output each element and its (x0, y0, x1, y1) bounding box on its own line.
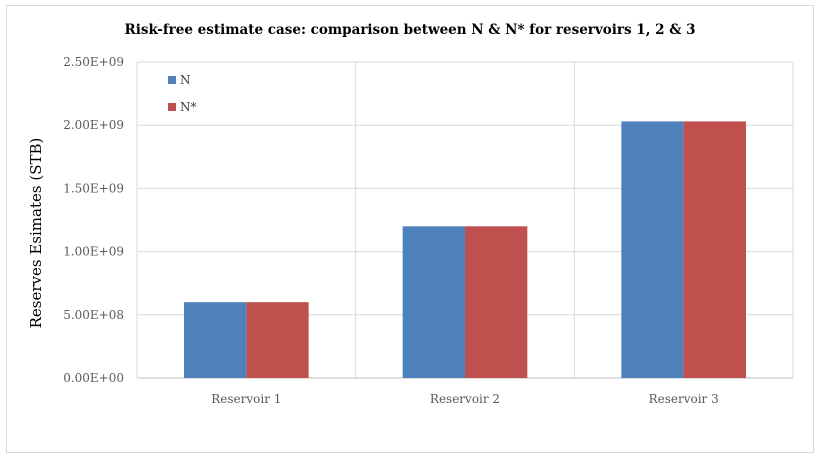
bar (683, 121, 746, 379)
legend-swatch (168, 76, 176, 84)
x-tick-label: Reservoir 1 (211, 392, 281, 406)
bar (184, 302, 247, 378)
y-tick-label: 1.00E+09 (63, 245, 124, 259)
y-tick-label: 2.50E+09 (63, 55, 124, 69)
y-tick-label: 5.00E+08 (63, 308, 124, 322)
chart-title: Risk-free estimate case: comparison betw… (124, 22, 696, 38)
y-tick-label: 0.00E+00 (63, 371, 124, 385)
legend-swatch (168, 103, 176, 111)
bar (621, 121, 684, 379)
legend-label: N* (180, 100, 197, 114)
bars (184, 121, 746, 379)
x-tick-label: Reservoir 2 (430, 392, 500, 406)
y-tick-label: 2.00E+09 (63, 118, 124, 132)
x-tick-labels: Reservoir 1 Reservoir 2 Reservoir 3 (211, 392, 719, 406)
legend-label: N (180, 73, 191, 87)
bar (402, 226, 465, 378)
bar (465, 226, 528, 378)
y-tick-labels: 0.00E+00 5.00E+08 1.00E+09 1.50E+09 2.00E+09… (63, 55, 124, 385)
legend: N N* (168, 73, 197, 114)
x-tick-label: Reservoir 3 (649, 392, 719, 406)
bar (246, 302, 309, 378)
y-tick-label: 1.50E+09 (63, 181, 124, 195)
